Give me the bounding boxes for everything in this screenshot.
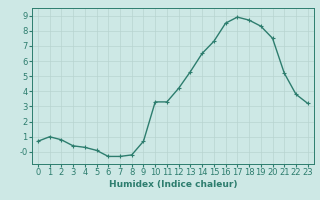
X-axis label: Humidex (Indice chaleur): Humidex (Indice chaleur) xyxy=(108,180,237,189)
